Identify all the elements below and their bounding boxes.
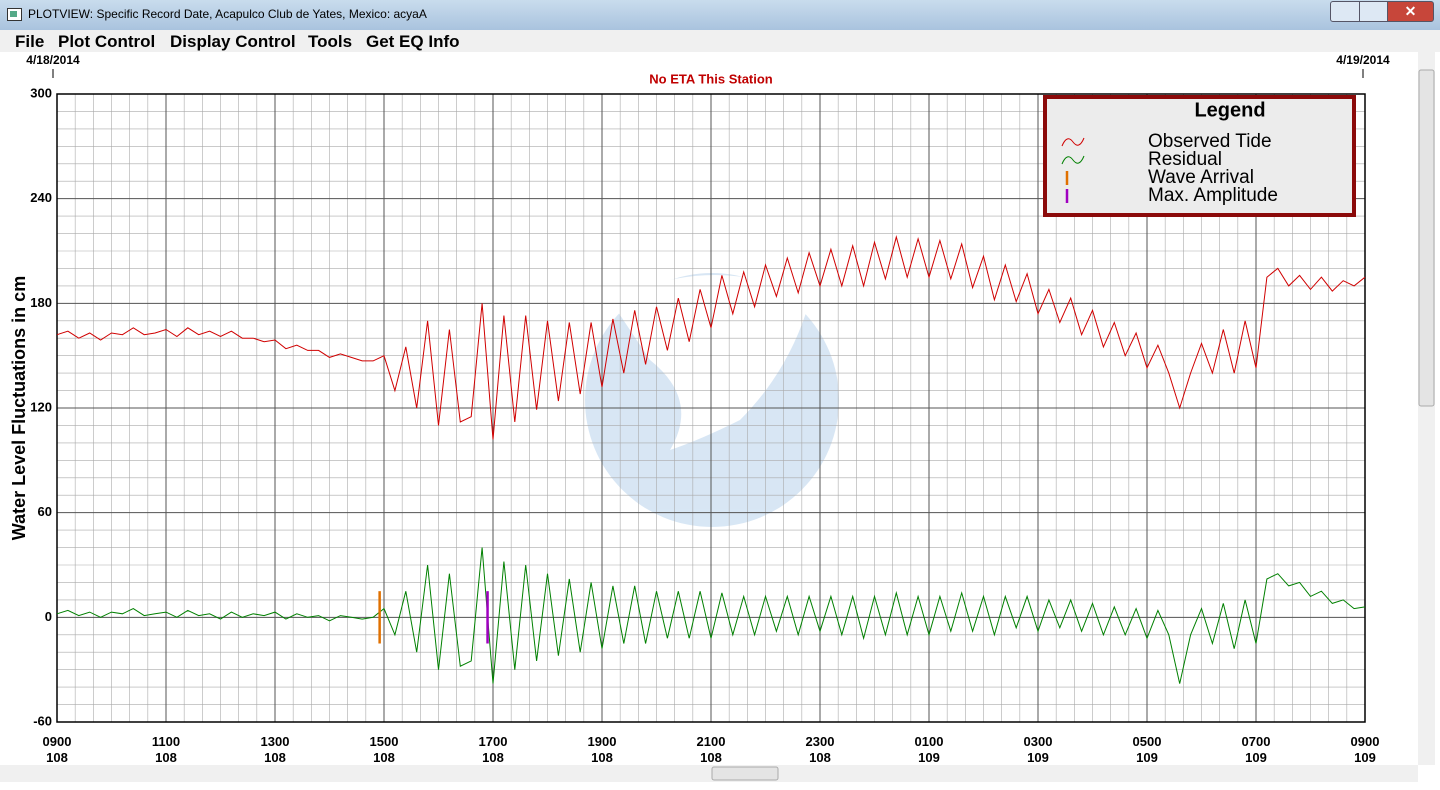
title-bar: PLOTVIEW: Specific Record Date, Acapulco…: [0, 0, 1440, 30]
x-tick-label: 1700 108: [478, 734, 508, 765]
end-date: 4/19/2014: [1336, 53, 1390, 67]
y-tick-label: 240: [30, 190, 52, 205]
x-tick-label: 0100 109: [914, 734, 944, 765]
y-tick-label: 120: [30, 399, 52, 414]
x-tick-label: 2300 108: [805, 734, 835, 765]
legend-label: Observed Tide: [1148, 131, 1272, 152]
x-tick-label: 2100 108: [696, 734, 726, 765]
plot-border: [56, 93, 1366, 723]
x-tick-label: 0900 109: [1350, 734, 1380, 765]
x-tick-label: 0700 109: [1241, 734, 1271, 765]
app-icon: [7, 8, 22, 21]
legend-label: Residual: [1148, 149, 1222, 170]
menu-item[interactable]: Tools: [308, 32, 353, 51]
menu-item[interactable]: Display Control: [170, 32, 296, 51]
x-tick-label: 0300 109: [1023, 734, 1053, 765]
vertical-scrollbar[interactable]: [1418, 52, 1435, 765]
window-title: PLOTVIEW: Specific Record Date, Acapulco…: [28, 7, 427, 21]
series-line: [56, 235, 1366, 440]
maximize-button[interactable]: [1359, 1, 1388, 22]
legend-box: [1043, 95, 1356, 217]
y-tick-label: 180: [30, 295, 52, 310]
x-tick-label: 1100 108: [151, 734, 181, 765]
subtitle: No ETA This Station: [649, 71, 773, 86]
menu-item[interactable]: Get EQ Info: [366, 32, 460, 51]
x-tick-label: 0500 109: [1132, 734, 1162, 765]
menu-item[interactable]: File: [15, 32, 45, 51]
y-tick-label: 300: [30, 85, 52, 100]
x-tick-label: 0900 108: [42, 734, 72, 765]
x-tick-label: 1900 108: [587, 734, 617, 765]
horizontal-scrollbar[interactable]: [0, 765, 1418, 782]
menu-bar: File Plot Control Display Control Tools …: [0, 30, 1440, 52]
y-tick-label: 60: [38, 504, 52, 519]
series-line: [56, 547, 1366, 684]
legend-title: Legend: [1194, 99, 1265, 121]
start-date: 4/18/2014: [26, 53, 80, 67]
watermark: [585, 273, 839, 527]
x-tick-label: 1300 108: [260, 734, 290, 765]
legend-swatch: [1061, 155, 1085, 165]
close-button[interactable]: ✕: [1387, 1, 1434, 22]
plot-area: [57, 94, 1365, 722]
y-tick-label: 0: [45, 609, 52, 624]
menu-item[interactable]: Plot Control: [58, 32, 156, 51]
y-tick-label: -60: [33, 713, 52, 728]
legend-swatch: [1061, 137, 1085, 147]
x-tick-label: 1500 108: [369, 734, 399, 765]
window-buttons: ✕: [1330, 1, 1434, 22]
legend-label: Max. Amplitude: [1148, 185, 1278, 206]
minimize-button[interactable]: [1330, 1, 1360, 22]
y-axis-label: Water Level Fluctuations in cm: [9, 276, 29, 540]
legend-label: Wave Arrival: [1148, 167, 1254, 188]
